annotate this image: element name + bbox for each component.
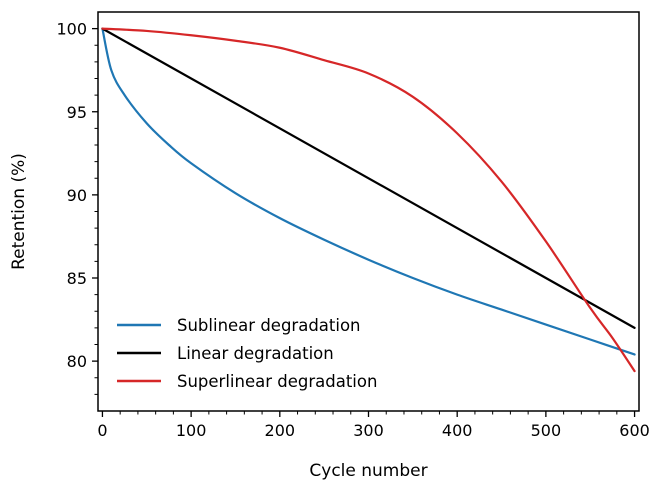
x-tick-label: 200 [265,421,296,440]
x-axis-label: Cycle number [309,461,427,481]
y-axis-label: Retention (%) [9,153,29,270]
y-tick-label: 100 [56,20,87,39]
y-tick-label: 95 [67,103,87,122]
x-tick-label: 300 [353,421,384,440]
y-tick-label: 80 [67,352,87,371]
axis-ticks: 0 100 200 300 400 500 600 80 85 90 95 100 [56,20,649,440]
x-tick-label: 0 [97,421,107,440]
x-tick-label: 100 [176,421,207,440]
legend-label-0: Sublinear degradation [177,316,361,335]
series-line-0 [101,27,636,356]
x-tick-label: 600 [619,421,650,440]
series-line-2 [101,27,636,373]
y-tick-label: 85 [67,269,87,288]
y-tick-label: 90 [67,186,87,205]
x-tick-label: 500 [531,421,562,440]
legend-label-2: Superlinear degradation [177,372,377,391]
x-tick-label: 400 [442,421,473,440]
legend: Sublinear degradation Linear degradation S… [117,316,377,391]
plot-lines [101,27,636,373]
series-line-1 [101,27,636,329]
legend-label-1: Linear degradation [177,344,334,363]
